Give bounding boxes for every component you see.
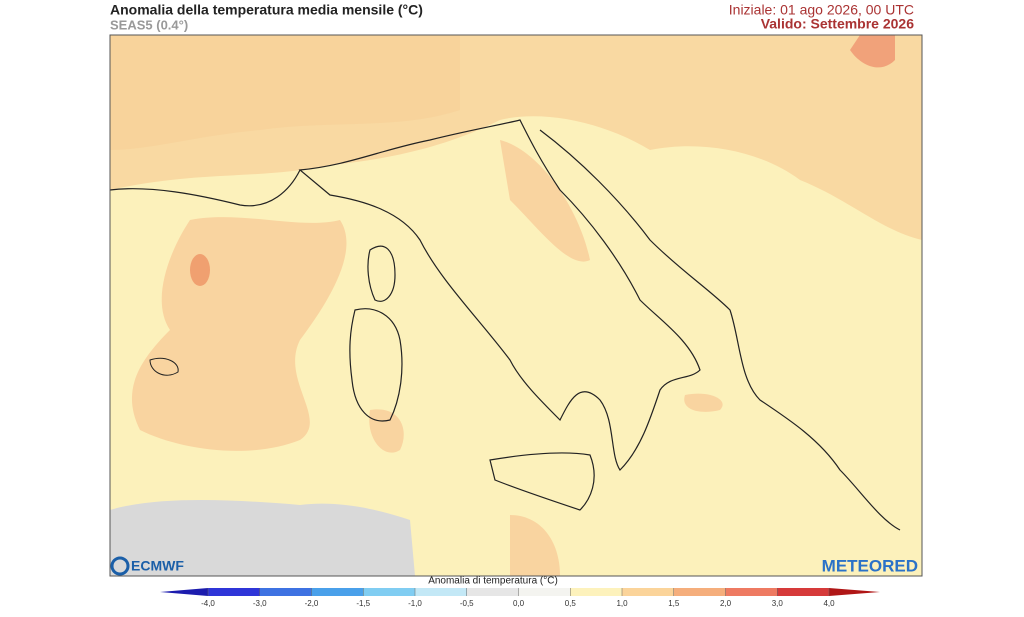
legend-swatch (466, 588, 519, 596)
legend-tick-label: 1,0 (616, 599, 628, 608)
title: Anomalia della temperatura media mensile… (110, 2, 423, 18)
map (109, 34, 923, 577)
warm-spot (850, 35, 895, 68)
map-frame (109, 34, 923, 577)
legend-tick-label: -4,0 (201, 599, 215, 608)
legend-low-arrow (160, 588, 208, 596)
legend-swatch (415, 588, 468, 596)
legend-high-arrow (829, 588, 880, 596)
legend-swatch (518, 588, 571, 596)
legend-tick-label: -2,0 (305, 599, 319, 608)
legend-tick-label: 4,0 (823, 599, 835, 608)
legend-swatch (363, 588, 416, 596)
warm-area (110, 35, 460, 150)
legend-swatch (777, 588, 830, 596)
warm-area (131, 217, 347, 451)
sardinia (349, 308, 403, 422)
legend-swatch (622, 588, 675, 596)
legend-swatch (311, 588, 364, 596)
legend-tick-label: -3,0 (253, 599, 267, 608)
subtitle: SEAS5 (0.4°) (110, 17, 188, 32)
legend-title: Anomalia di temperatura (°C) (428, 576, 558, 587)
legend-swatch (725, 588, 778, 596)
legend-tick-label: 1,5 (668, 599, 680, 608)
italy-outline (298, 119, 701, 471)
warm-area (684, 393, 723, 412)
africa (110, 500, 415, 576)
ecmwf-logo: ECMWF (110, 556, 184, 576)
warm-area (510, 515, 560, 576)
legend-tick-label: 2,0 (720, 599, 732, 608)
corsica (367, 245, 396, 302)
balearics (149, 357, 179, 376)
colorbar: -4,0 -3,0 -2,0 -1,5 -1,0 -0,5 0,0 0,5 1,0 1,5 2,0 3… (160, 588, 880, 608)
legend-swatch (570, 588, 623, 596)
legend-tick-label: -1,5 (356, 599, 370, 608)
logo-icon (110, 556, 130, 576)
valid-time: Valido: Settembre 2026 (761, 16, 915, 32)
legend-tick-label: -1,0 (408, 599, 422, 608)
init-time: Iniziale: 01 ago 2026, 00 UTC (729, 2, 914, 18)
legend-swatch (208, 588, 261, 596)
sicily (489, 452, 595, 511)
meteored-logo: METEORED (822, 556, 918, 575)
logo-text: ECMWF (131, 558, 184, 574)
legend-tick-label: 3,0 (772, 599, 784, 608)
legend-tick-label: 0,5 (565, 599, 577, 608)
warm-area (500, 140, 590, 262)
france-coast (109, 169, 301, 207)
warm-spot (190, 254, 210, 286)
legend-swatch (259, 588, 312, 596)
legend-tick-label: 0,0 (513, 599, 525, 608)
legend-tick-label: -0,5 (460, 599, 474, 608)
balkan-coast (539, 129, 901, 531)
legend-swatch (673, 588, 726, 596)
